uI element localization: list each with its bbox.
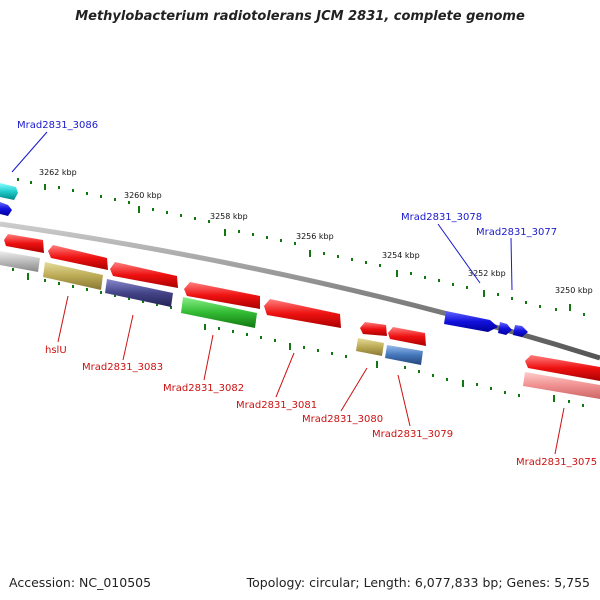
gene-grey[interactable] (0, 251, 40, 272)
leader-lines-upper (11, 131, 513, 291)
scale-label-3252: 3252 kbp (468, 269, 506, 278)
gene-mrad2831-3078[interactable] (444, 311, 498, 332)
gene-mrad2831-3075[interactable] (523, 372, 600, 399)
gene-label-mrad2831-3086: Mrad2831_3086 (17, 120, 98, 131)
gene-label-mrad2831-3078: Mrad2831_3078 (401, 212, 482, 223)
gene-blue-left-edge[interactable] (0, 202, 12, 216)
gene-label-mrad2831-3075: Mrad2831_3075 (516, 457, 597, 468)
gene-red-3[interactable] (110, 262, 178, 288)
gene-blue-small[interactable] (513, 325, 528, 337)
gene-label-mrad2831-3079: Mrad2831_3079 (372, 429, 453, 440)
scale-label-3256: 3256 kbp (296, 232, 334, 241)
gene-mrad2831-3079[interactable] (385, 345, 423, 365)
gene-red-1[interactable] (4, 234, 44, 253)
scale-ticks-lower (12, 268, 584, 407)
leader-lines-lower (57, 295, 565, 455)
accession-text: Accession: NC_010505 (9, 575, 152, 590)
gene-mrad2831-3077[interactable] (498, 322, 512, 335)
scale-label-3262: 3262 kbp (39, 168, 77, 177)
genome-backbone (0, 221, 600, 361)
genome-summary-text: Topology: circular; Length: 6,077,833 bp… (246, 575, 590, 590)
gene-label-mrad2831-3080: Mrad2831_3080 (302, 414, 383, 425)
gene-label-mrad2831-3081: Mrad2831_3081 (236, 400, 317, 411)
scale-label-3260: 3260 kbp (124, 191, 162, 200)
gene-red-6[interactable] (360, 322, 387, 336)
gene-mrad2831-3086[interactable] (0, 183, 18, 200)
scale-label-3258: 3258 kbp (210, 212, 248, 221)
gene-hslu[interactable] (43, 262, 103, 290)
scale-ticks-upper (17, 178, 585, 316)
map-title: Methylobacterium radiotolerans JCM 2831,… (75, 9, 525, 24)
gene-label-hslu: hslU (45, 345, 67, 356)
gene-red-2[interactable] (48, 245, 108, 270)
gene-red-7[interactable] (388, 327, 426, 346)
gene-label-mrad2831-3082: Mrad2831_3082 (163, 383, 244, 394)
gene-label-mrad2831-3077: Mrad2831_3077 (476, 227, 557, 238)
gene-red-8[interactable] (525, 355, 600, 381)
gene-red-4[interactable] (184, 282, 260, 309)
gene-label-mrad2831-3083: Mrad2831_3083 (82, 362, 163, 373)
gene-red-5[interactable] (264, 299, 341, 328)
gene-mrad2831-3080[interactable] (356, 338, 384, 356)
scale-label-3250: 3250 kbp (555, 286, 593, 295)
gene-mrad2831-3082[interactable] (181, 297, 257, 328)
scale-label-3254: 3254 kbp (382, 251, 420, 260)
gene-mrad2831-3083[interactable] (105, 279, 173, 307)
